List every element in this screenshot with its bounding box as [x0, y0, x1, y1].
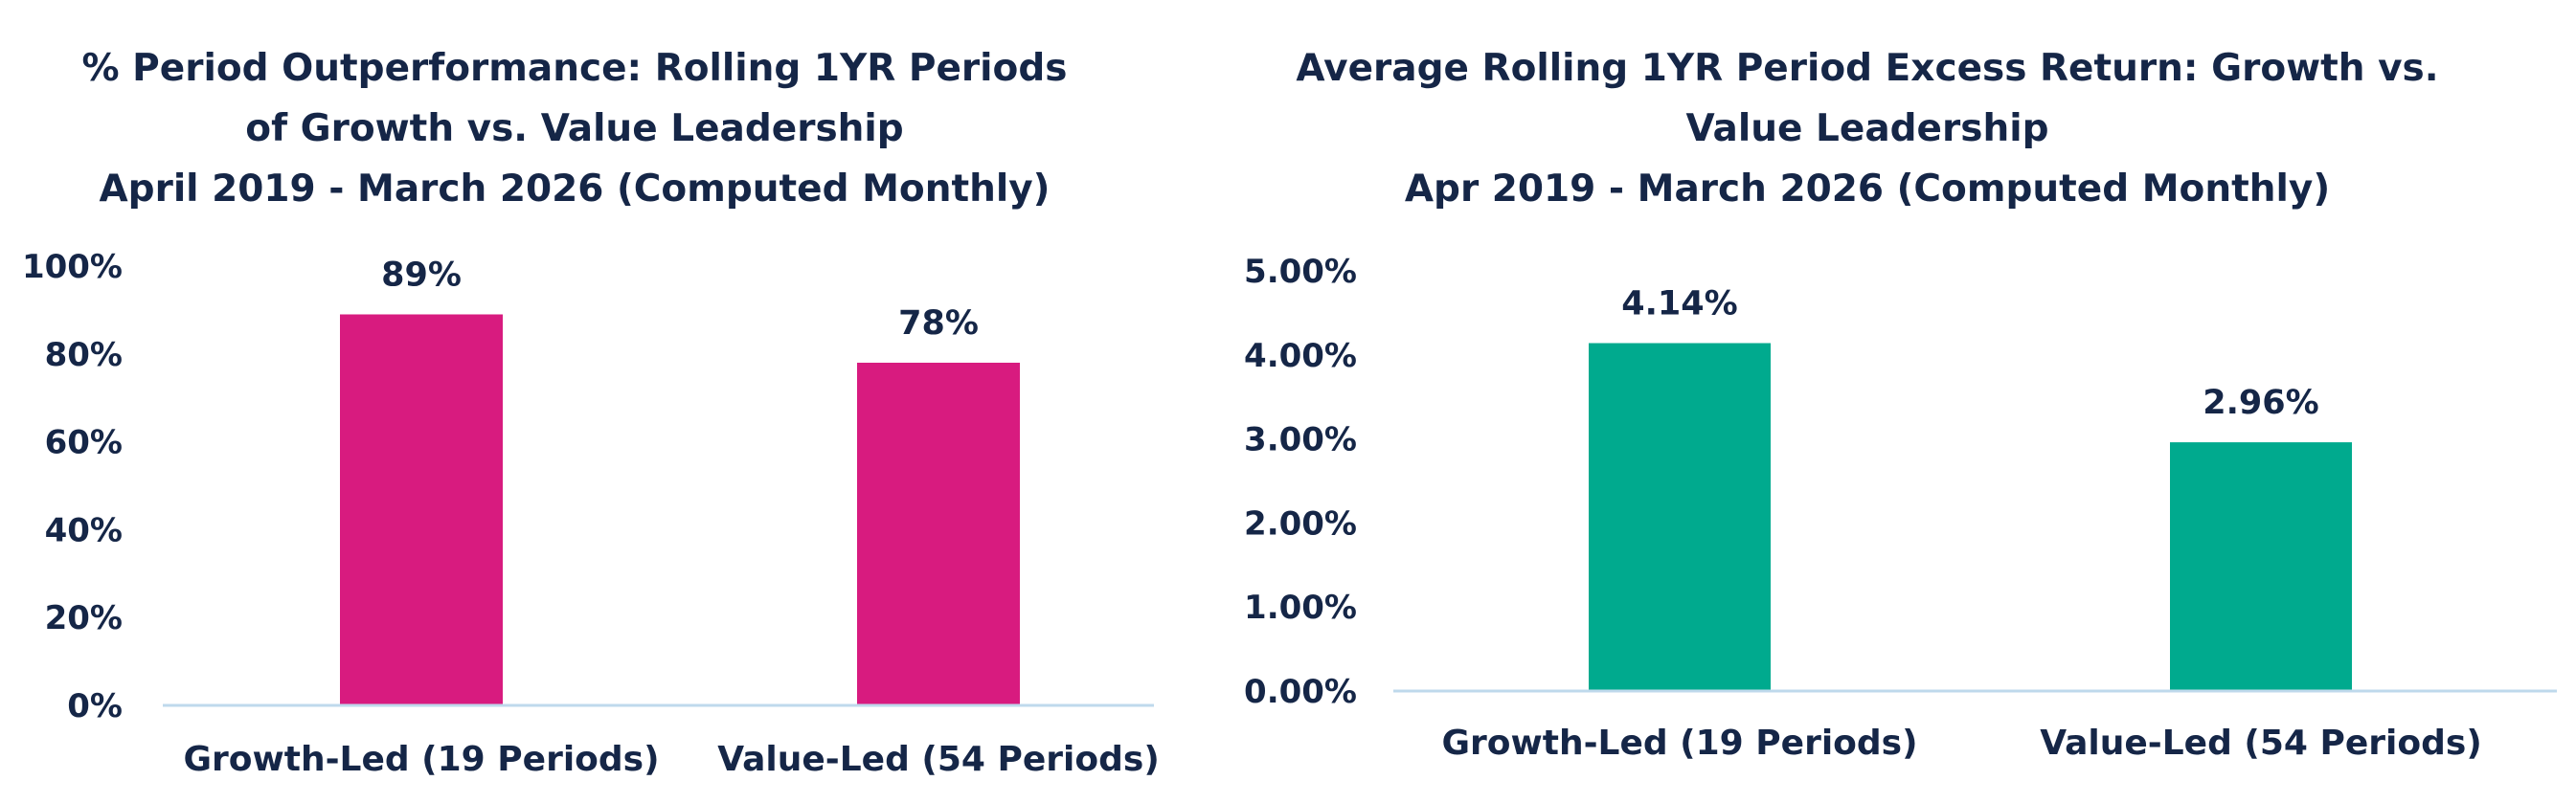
chart-title: % Period Outperformance: Rolling 1YR Per…: [0, 38, 1197, 219]
excess-return-chart-panel: Average Rolling 1YR Period Excess Return…: [1244, 0, 2576, 803]
chart-title-line-2: of Growth vs. Value Leadership: [245, 107, 904, 150]
y-tick-label: 2.00%: [1244, 504, 1357, 543]
y-tick-label: 0%: [67, 687, 123, 725]
y-tick-label: 20%: [45, 599, 123, 637]
outperformance-chart-panel: % Period Outperformance: Rolling 1YR Per…: [0, 0, 1245, 803]
chart-title-line-3: April 2019 - March 2026 (Computed Monthl…: [99, 167, 1051, 211]
category-label: Value-Led (54 Periods): [2040, 724, 2482, 763]
bar: [857, 362, 1020, 705]
outperformance-bar-chart: 0% 20% 40% 60% 80% 100% 89% Growth-Led (19 Peri…: [22, 248, 1160, 779]
y-tick-label: 0.00%: [1244, 673, 1357, 711]
y-tick-label: 100%: [22, 248, 123, 286]
y-tick-label: 5.00%: [1244, 253, 1357, 291]
y-tick-label: 40%: [45, 511, 123, 549]
data-label: 2.96%: [2203, 384, 2318, 422]
bar: [1589, 343, 1771, 691]
y-tick-label: 80%: [45, 336, 123, 374]
chart-title-line-3: Apr 2019 - March 2026 (Computed Monthly): [1404, 167, 2331, 211]
excess-return-bar-chart: 0.00% 1.00% 2.00% 3.00% 4.00% 5.00% 4.14% Growt…: [1244, 253, 2557, 763]
y-tick-label: 1.00%: [1244, 589, 1357, 627]
chart-title: Average Rolling 1YR Period Excess Return…: [1202, 38, 2533, 219]
chart-title-line-1: % Period Outperformance: Rolling 1YR Per…: [81, 47, 1068, 90]
data-label: 78%: [898, 304, 979, 343]
category-label: Growth-Led (19 Periods): [1441, 724, 1917, 763]
y-tick-label: 3.00%: [1244, 421, 1357, 459]
data-label: 89%: [381, 256, 462, 294]
category-label: Value-Led (54 Periods): [717, 740, 1160, 779]
bar: [2170, 442, 2352, 691]
y-tick-label: 4.00%: [1244, 337, 1357, 375]
y-tick-label: 60%: [45, 424, 123, 462]
bar: [340, 314, 503, 705]
category-label: Growth-Led (19 Periods): [183, 740, 659, 779]
chart-title-line-1: Average Rolling 1YR Period Excess Return…: [1296, 47, 2439, 90]
data-label: 4.14%: [1621, 285, 1737, 323]
chart-title-line-2: Value Leadership: [1685, 107, 2049, 150]
